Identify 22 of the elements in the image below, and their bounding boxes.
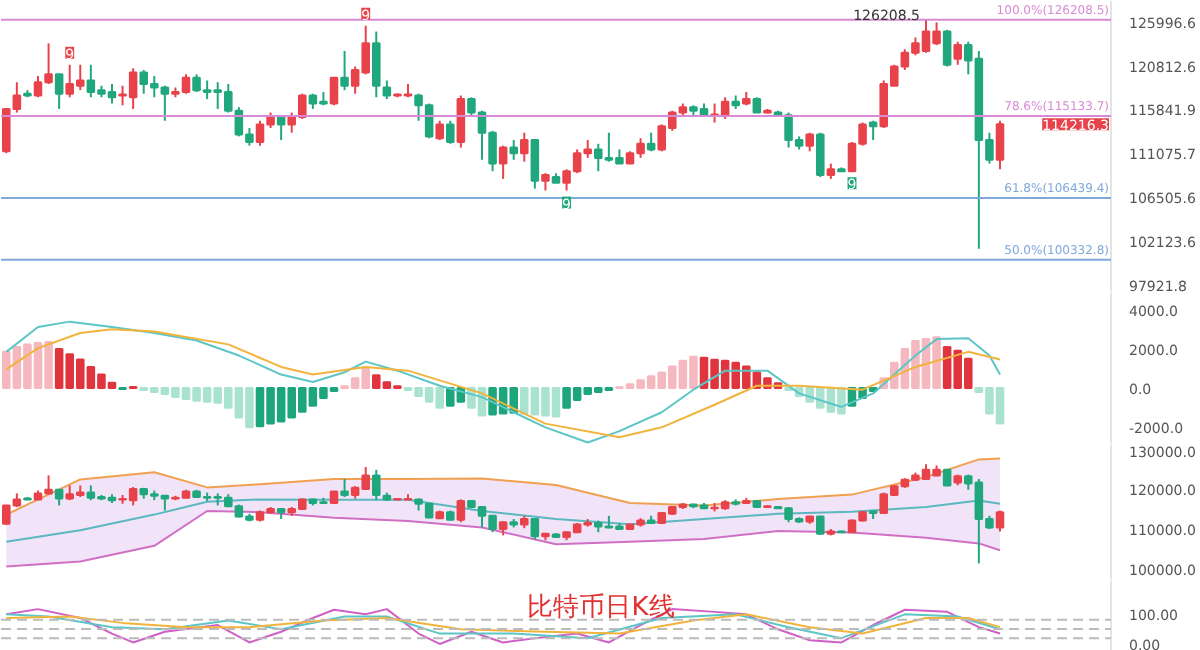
candlestick — [646, 131, 656, 153]
candlestick — [329, 76, 339, 107]
candlestick — [530, 518, 540, 541]
candlestick — [446, 119, 455, 145]
candlestick — [995, 119, 1005, 171]
candlestick — [54, 73, 64, 110]
candlestick — [520, 131, 529, 163]
candlestick — [868, 119, 878, 142]
candlestick — [953, 40, 962, 66]
candlestick — [456, 498, 466, 524]
line-series — [5, 510, 1001, 568]
candlestick — [498, 144, 508, 180]
candlestick — [805, 131, 814, 153]
candlestick — [372, 30, 381, 99]
candlestick — [340, 50, 349, 92]
candlestick — [816, 131, 825, 178]
candlestick — [456, 94, 466, 149]
candlestick — [435, 119, 444, 142]
candlestick — [942, 28, 952, 68]
candlestick — [530, 139, 540, 190]
candlestick — [509, 139, 518, 161]
line-series — [5, 457, 1001, 516]
